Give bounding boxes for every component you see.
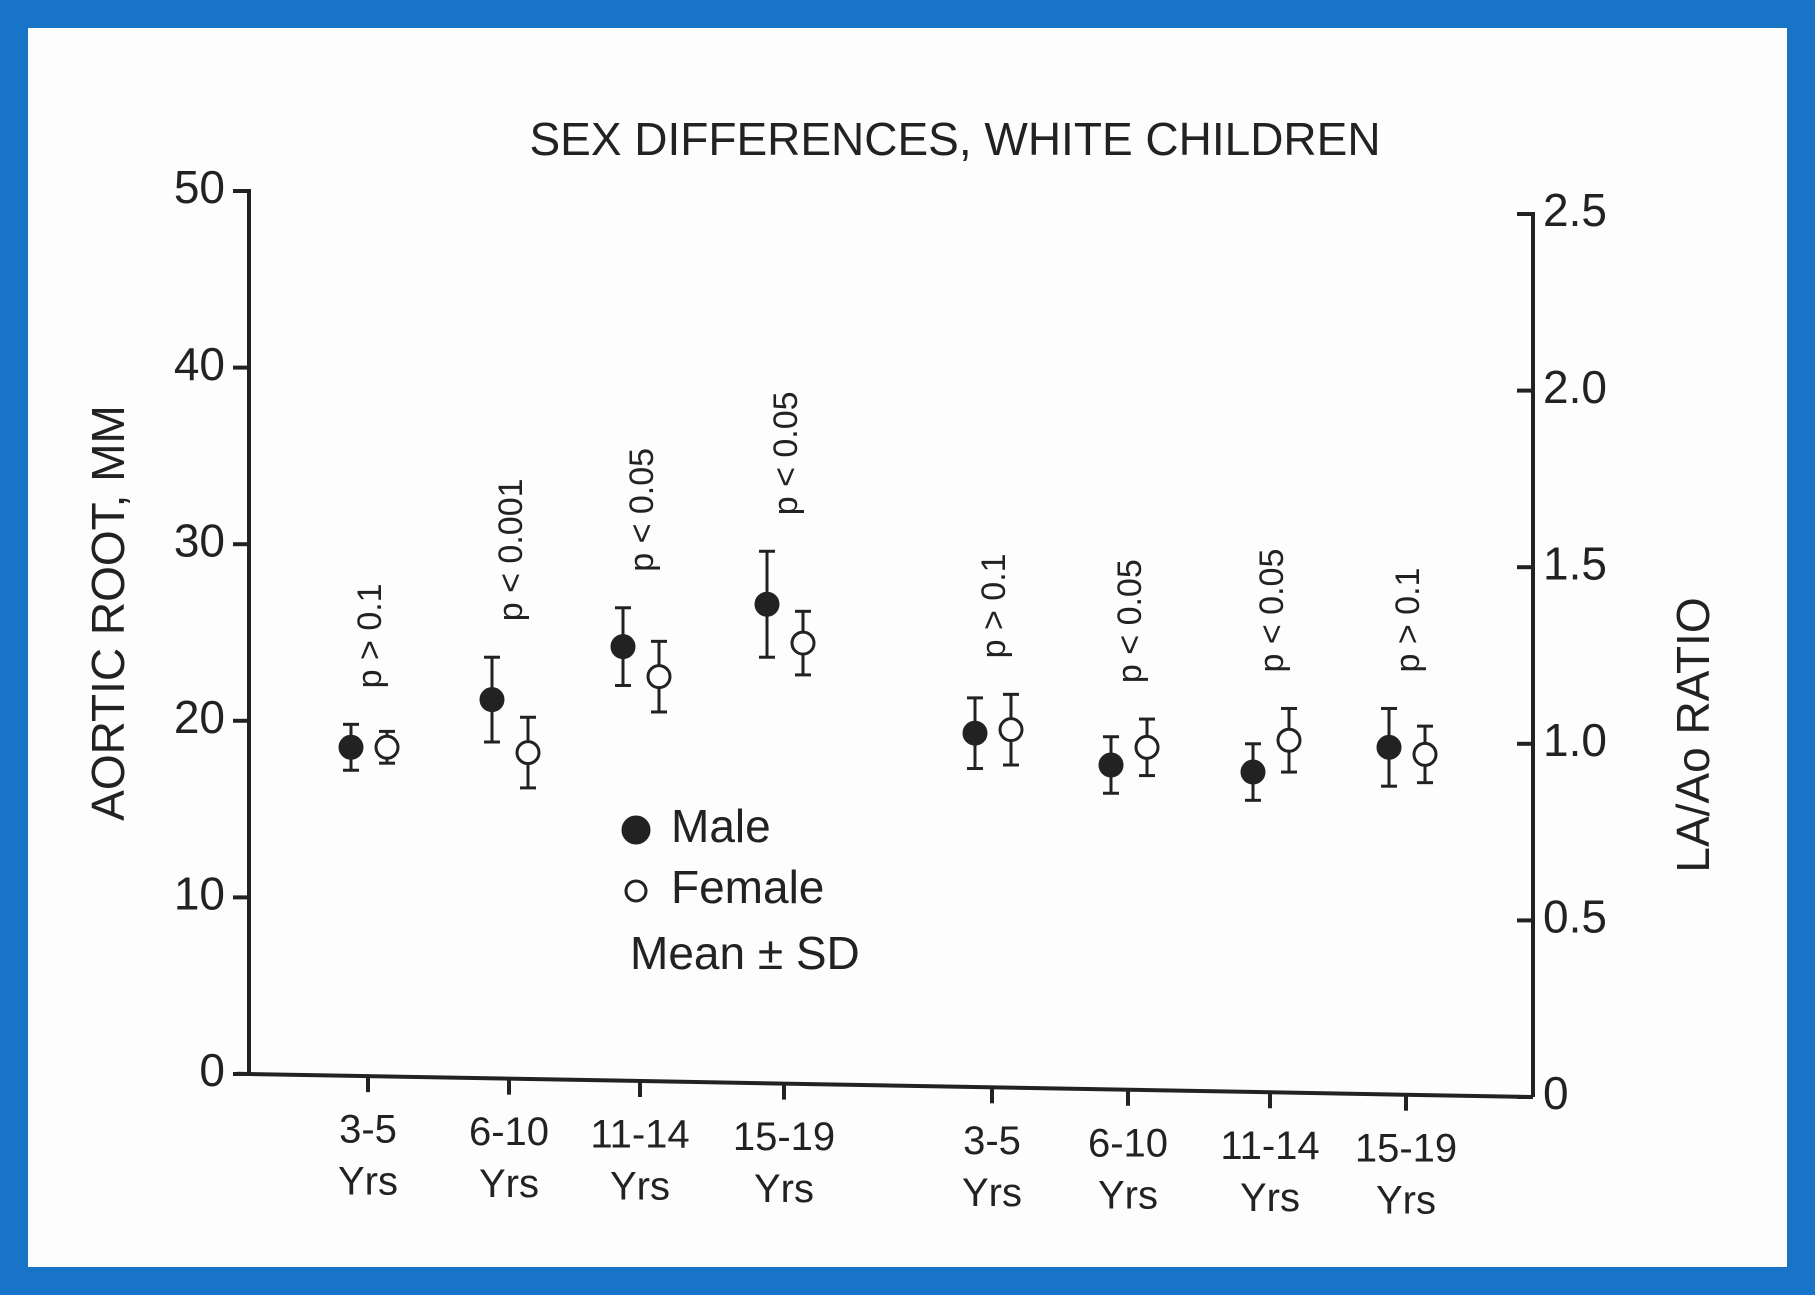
x-tick-label: 6-10 — [1088, 1121, 1168, 1165]
male-point — [1240, 759, 1266, 785]
legend-label: Female — [671, 861, 824, 913]
legend-marker — [621, 815, 651, 845]
p-value-annotation: p < 0.001 — [492, 478, 530, 621]
y2-tick-label: 1.0 — [1543, 714, 1607, 766]
legend-label: Male — [671, 800, 771, 852]
p-value-annotation: p < 0.05 — [1253, 549, 1291, 673]
male-point — [962, 720, 988, 746]
legend-marker — [624, 879, 648, 903]
male-point — [338, 734, 364, 760]
x-tick-label: Yrs — [1376, 1178, 1436, 1222]
x-tick-label: 11-14 — [590, 1113, 689, 1157]
male-point — [610, 634, 636, 660]
y-tick-label: 40 — [174, 338, 225, 390]
p-value-annotation: p < 0.05 — [767, 391, 805, 515]
legend-note: Mean ± SD — [630, 927, 860, 979]
chart-title: SEX DIFFERENCES, WHITE CHILDREN — [529, 113, 1380, 165]
y-axis-label: AORTIC ROOT, MM — [82, 405, 134, 821]
female-point — [1134, 734, 1160, 760]
y2-tick-label: 0 — [1543, 1067, 1569, 1119]
x-tick-label: 3-5 — [339, 1108, 397, 1152]
x-tick-label: 11-14 — [1220, 1124, 1319, 1168]
x-tick-label: Yrs — [610, 1165, 670, 1209]
x-tick-label: 3-5 — [963, 1119, 1021, 1163]
p-value-annotation: p < 0.05 — [623, 448, 661, 572]
y-tick-label: 30 — [174, 514, 225, 566]
male-point — [1376, 734, 1402, 760]
x-axis — [236, 1071, 1534, 1099]
y2-tick-label: 2.5 — [1543, 184, 1607, 236]
y2-tick-label: 0.5 — [1543, 891, 1607, 943]
x-tick-label: Yrs — [754, 1167, 814, 1211]
p-value-annotation: p < 0.05 — [1111, 559, 1149, 683]
x-tick-label: Yrs — [1240, 1176, 1300, 1220]
x-tick-label: Yrs — [1098, 1173, 1158, 1217]
male-point — [1098, 752, 1124, 778]
y2-tick-label: 1.5 — [1543, 537, 1607, 589]
y-tick-label: 50 — [174, 161, 225, 213]
p-value-annotation: p > 0.1 — [1389, 568, 1427, 673]
x-tick-label: Yrs — [479, 1162, 539, 1206]
y-tick-label: 20 — [174, 691, 225, 743]
y2-tick-label: 2.0 — [1543, 361, 1607, 413]
male-point — [479, 687, 505, 713]
x-tick-label: Yrs — [962, 1171, 1022, 1215]
female-point — [646, 664, 672, 690]
x-tick-label: 15-19 — [733, 1115, 835, 1159]
female-point — [1276, 727, 1302, 753]
x-tick-label: 15-19 — [1355, 1126, 1457, 1170]
female-point — [515, 740, 541, 766]
female-point — [374, 734, 400, 760]
y-tick-label: 0 — [199, 1044, 225, 1096]
x-tick-label: 6-10 — [469, 1110, 549, 1154]
p-value-annotation: p > 0.1 — [351, 583, 389, 688]
male-point — [754, 591, 780, 617]
female-point — [1412, 741, 1438, 767]
y2-axis-label: LA/Ao RATIO — [1667, 597, 1719, 872]
p-value-annotation: p > 0.1 — [975, 553, 1013, 658]
x-tick-label: Yrs — [338, 1160, 398, 1204]
female-point — [998, 717, 1024, 743]
female-point — [790, 630, 816, 656]
y-tick-label: 10 — [174, 868, 225, 920]
